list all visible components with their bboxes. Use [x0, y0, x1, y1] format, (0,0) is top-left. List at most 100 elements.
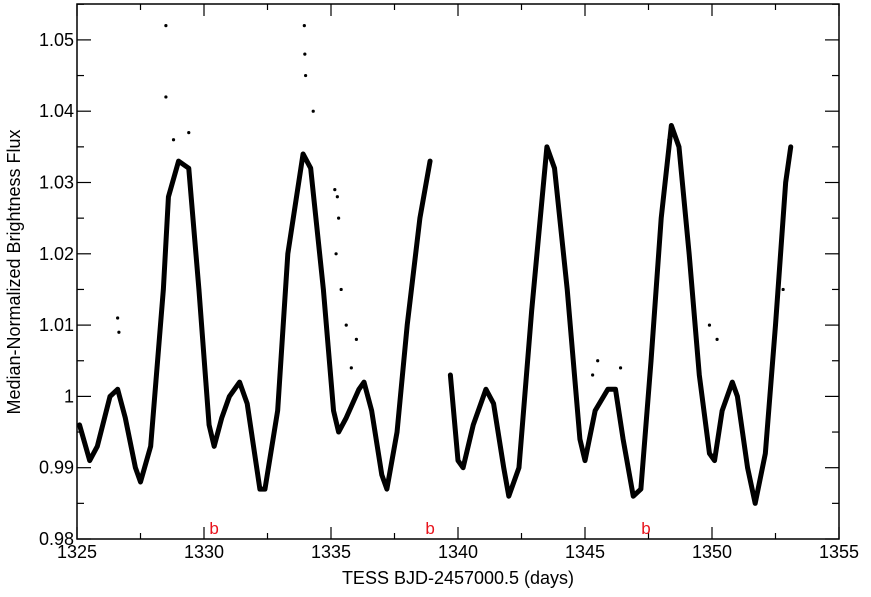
data-point [745, 465, 750, 470]
y-tick-label: 1.02 [39, 244, 74, 264]
data-point [613, 387, 618, 392]
data-point [544, 144, 550, 150]
y-axis-label: Median-Normalized Brightness Flux [4, 129, 24, 414]
data-point [707, 451, 712, 456]
data-point [448, 372, 453, 378]
data-point [491, 401, 496, 406]
outlier-point [349, 366, 353, 370]
outlier-point [302, 24, 306, 28]
data-point [186, 166, 191, 171]
y-tick-label: 1.03 [39, 173, 74, 193]
data-point [161, 287, 166, 292]
data-point [686, 251, 692, 256]
outlier-point [354, 337, 358, 341]
data-point [501, 465, 506, 470]
data-point [471, 422, 476, 428]
data-point [257, 486, 263, 492]
outlier-point [596, 359, 600, 363]
outlier-point [334, 252, 338, 256]
x-tick-label: 1335 [311, 542, 351, 562]
outlier-point [171, 138, 176, 142]
data-point [516, 465, 522, 470]
outlier-point [335, 195, 339, 199]
data-point [379, 472, 384, 478]
data-point [697, 372, 702, 378]
data-point [631, 494, 636, 499]
data-point [620, 436, 626, 442]
data-point [361, 379, 367, 385]
data-point [107, 394, 113, 399]
x-tick-label: 1350 [692, 542, 732, 562]
data-point [712, 458, 717, 463]
data-point [552, 166, 557, 171]
light-curve-segment-2 [447, 122, 794, 506]
data-point [196, 287, 202, 292]
data-point [529, 308, 534, 314]
outlier-point [187, 130, 191, 135]
outlier-point [337, 216, 341, 220]
data-point [331, 408, 336, 413]
data-point [659, 215, 664, 221]
data-point [773, 322, 778, 328]
outlier-point [311, 109, 315, 113]
data-point [582, 458, 588, 463]
x-tick-label: 1355 [819, 542, 859, 562]
data-point [384, 486, 390, 492]
outlier-point [333, 188, 337, 192]
outlier-point [164, 95, 168, 99]
outlier-point [715, 337, 719, 341]
data-point [730, 379, 735, 385]
data-point [648, 358, 654, 363]
outlier-point [591, 373, 595, 377]
data-point [275, 408, 280, 413]
outlier-point [344, 323, 348, 327]
light-curve-segment-1 [77, 151, 433, 492]
data-point [427, 158, 433, 164]
y-tick-label: 1.05 [39, 30, 74, 50]
data-point [176, 158, 181, 164]
data-point [308, 166, 313, 171]
data-point [133, 465, 138, 470]
data-point [605, 387, 611, 392]
data-point [577, 436, 583, 442]
data-point [244, 401, 250, 406]
data-point [763, 451, 768, 456]
data-point [115, 387, 120, 392]
data-point [356, 387, 362, 392]
x-tick-label: 1345 [565, 542, 605, 562]
data-point [735, 394, 740, 399]
data-point [783, 180, 788, 185]
x-axis-label: TESS BJD-2457000.5 (days) [342, 568, 574, 588]
outlier-point [618, 366, 623, 370]
data-point [669, 123, 674, 128]
data-point [405, 322, 410, 328]
data-point [455, 458, 461, 463]
data-point [123, 415, 128, 420]
data-point [138, 479, 143, 485]
data-marks [77, 24, 794, 506]
data-point [369, 408, 374, 413]
outlier-point [304, 73, 308, 78]
x-tick-label: 1340 [438, 542, 478, 562]
outlier-point [667, 138, 671, 142]
period-marker-label: b [209, 519, 218, 538]
data-point [788, 144, 793, 150]
data-point [148, 444, 153, 449]
axes: 1325 1330 1335 1340 1345 1350 1355 0.98 0.99 1 1.0… [39, 3, 859, 562]
data-point [506, 494, 511, 499]
y-tick-label: 1.04 [39, 101, 74, 121]
data-point [752, 501, 758, 506]
period-marker-label: b [641, 519, 650, 538]
data-point [565, 287, 570, 292]
data-point [592, 408, 598, 413]
outlier-point [339, 287, 343, 292]
data-point [483, 387, 489, 392]
y-tick-label: 1 [64, 386, 74, 406]
y-tick-label: 0.99 [39, 458, 74, 478]
data-point [300, 151, 306, 157]
y-tick-label: 0.98 [39, 529, 74, 549]
outlier-point [116, 316, 120, 320]
data-point [87, 458, 92, 463]
data-point [237, 379, 242, 385]
data-point [321, 287, 326, 292]
